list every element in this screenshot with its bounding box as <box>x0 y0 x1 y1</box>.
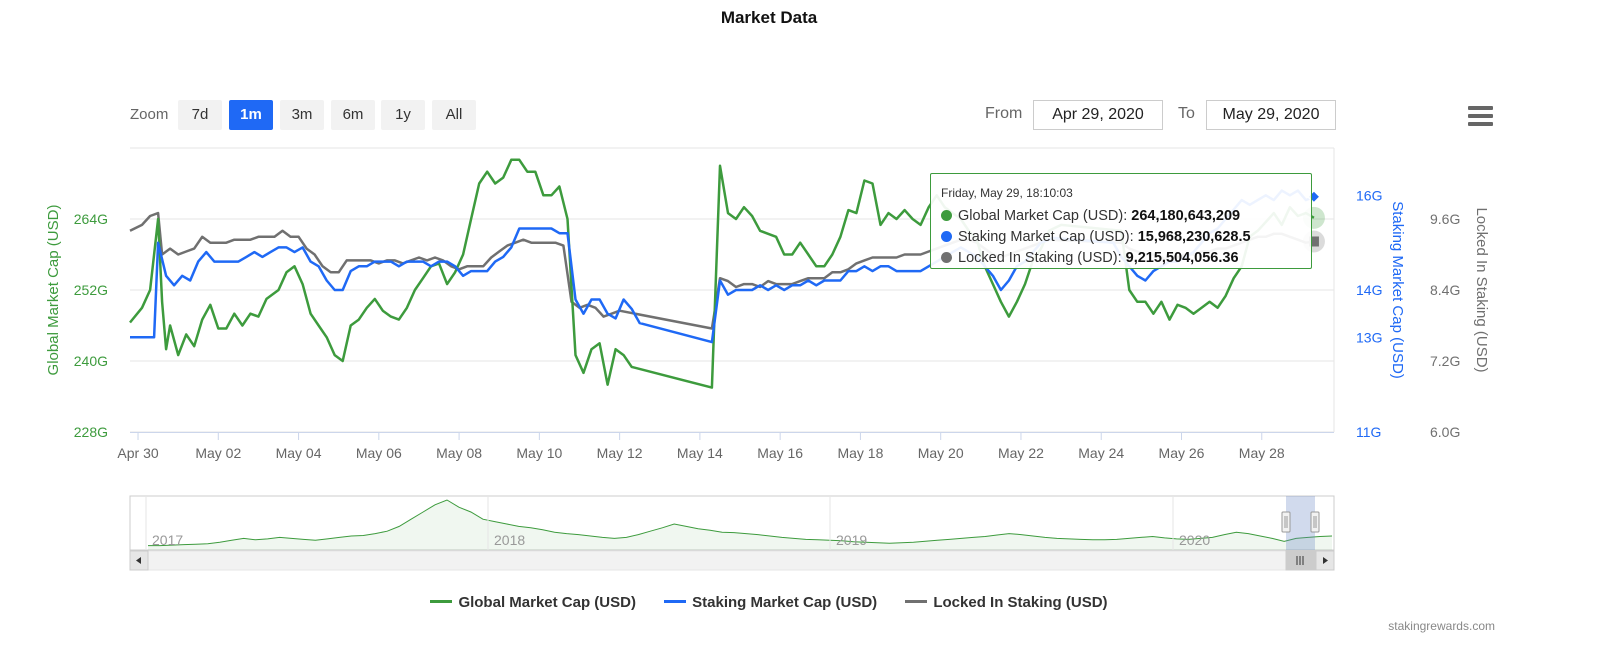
navigator-handle[interactable] <box>1281 511 1291 533</box>
navigator-line <box>148 499 1333 547</box>
x-tick-label: May 14 <box>677 445 723 461</box>
zoom-label: Zoom <box>130 106 169 123</box>
zoom-7d-button[interactable]: 7d <box>178 100 222 130</box>
green-dot-icon <box>941 210 952 221</box>
scroll-left-arrow-icon <box>136 557 141 564</box>
navigator-handle[interactable] <box>1310 511 1320 533</box>
navigator-selection <box>1286 496 1315 550</box>
y-right-staking-tick-label: 14G <box>1356 282 1382 298</box>
credit-link[interactable]: stakingrewards.com <box>1388 619 1495 633</box>
navigator-area <box>148 500 1332 550</box>
blue-dot-icon <box>941 231 952 242</box>
x-tick-label: May 28 <box>1239 445 1285 461</box>
hamburger-menu-icon[interactable] <box>1468 106 1493 126</box>
navigator-year-label: 2017 <box>152 532 183 548</box>
navigator-year-label: 2018 <box>494 532 525 548</box>
y-right-staking-axis-title: Staking Market Cap (USD) <box>1389 201 1406 379</box>
legend-label-locked: Locked In Staking (USD) <box>933 594 1108 611</box>
chart-title: Market Data <box>720 8 818 27</box>
to-label: To <box>1178 105 1195 122</box>
y-right-locked-tick-label: 6.0G <box>1430 424 1460 440</box>
y-right-locked-axis-title: Locked In Staking (USD) <box>1473 207 1490 372</box>
tooltip-row-locked: Locked In Staking (USD): 9,215,504,056.3… <box>941 248 1301 269</box>
tooltip-label-locked: Locked In Staking (USD) <box>958 250 1118 266</box>
y-right-staking-tick-label: 11G <box>1356 424 1381 440</box>
x-tick-label: Apr 30 <box>117 445 158 461</box>
navigator-year-label: 2020 <box>1179 532 1210 548</box>
x-tick-label: May 02 <box>195 445 241 461</box>
x-tick-label: May 06 <box>356 445 402 461</box>
y-right-staking-tick-label: 16G <box>1356 187 1382 203</box>
series-line-staking <box>130 189 1315 344</box>
zoom-1y-button[interactable]: 1y <box>381 100 425 130</box>
series-line-global <box>129 158 1315 389</box>
x-tick-label: May 20 <box>918 445 964 461</box>
navigator-year-label: 2019 <box>836 532 867 548</box>
hover-marker-locked <box>1308 236 1319 247</box>
y-right-staking-tick-label: 13G <box>1356 329 1382 345</box>
legend-label-staking: Staking Market Cap (USD) <box>692 594 878 611</box>
y-right-locked-tick-label: 8.4G <box>1430 282 1460 298</box>
x-tick-label: May 16 <box>757 445 803 461</box>
zoom-6m-button[interactable]: 6m <box>331 100 375 130</box>
y-right-locked-tick-label: 9.6G <box>1430 211 1460 227</box>
tooltip-value-global: 264,180,643,209 <box>1131 208 1241 224</box>
legend-label-global: Global Market Cap (USD) <box>458 594 636 611</box>
legend-item-locked[interactable]: Locked In Staking (USD) <box>905 594 1108 611</box>
axes: Apr 30 May 02 May 04 May 06 May 08 May 10 May … <box>45 187 1490 461</box>
scroll-right-arrow-icon <box>1323 557 1328 564</box>
tooltip-value-locked: 9,215,504,056.36 <box>1125 250 1239 266</box>
x-tick-label: May 04 <box>276 445 322 461</box>
y-left-tick-label: 228G <box>74 424 108 440</box>
legend-item-global[interactable]: Global Market Cap (USD) <box>430 594 636 611</box>
legend-item-staking[interactable]: Staking Market Cap (USD) <box>664 594 877 611</box>
tooltip-value-staking: 15,968,230,628.5 <box>1137 229 1251 245</box>
legend-line-global <box>430 600 453 603</box>
gray-dot-icon <box>941 252 952 263</box>
x-tick-label: May 22 <box>998 445 1044 461</box>
legend-line-staking <box>664 600 687 603</box>
zoom-1m-button[interactable]: 1m <box>229 100 273 130</box>
from-date-input[interactable]: Apr 29, 2020 <box>1033 100 1163 130</box>
from-label: From <box>985 105 1023 122</box>
chart-legend: Global Market Cap (USD) Staking Market C… <box>0 594 1538 611</box>
x-tick-label: May 24 <box>1078 445 1124 461</box>
tooltip-date: Friday, May 29, 18:10:03 <box>941 186 1073 200</box>
x-tick-label: May 18 <box>837 445 883 461</box>
y-right-locked-tick-label: 7.2G <box>1430 353 1460 369</box>
scrollbar-track <box>129 550 1335 571</box>
tooltip-row-staking: Staking Market Cap (USD): 15,968,230,628… <box>941 227 1301 248</box>
y-left-tick-label: 252G <box>74 282 108 298</box>
legend-line-locked <box>905 600 928 603</box>
data-tooltip: Friday, May 29, 18:10:03 Global Market C… <box>930 173 1312 269</box>
x-tick-label: May 10 <box>516 445 562 461</box>
tooltip-label-staking: Staking Market Cap (USD) <box>958 229 1130 245</box>
x-tick-label: May 26 <box>1159 445 1205 461</box>
zoom-all-button[interactable]: All <box>432 100 476 130</box>
tooltip-label-global: Global Market Cap (USD) <box>958 208 1124 224</box>
y-left-tick-label: 240G <box>74 353 108 369</box>
to-date-input[interactable]: May 29, 2020 <box>1206 100 1336 130</box>
x-tick-label: May 08 <box>436 445 482 461</box>
x-tick-label: May 12 <box>597 445 643 461</box>
navigator-frame <box>129 495 1335 551</box>
y-left-tick-label: 264G <box>74 211 108 227</box>
navigator: 2017 2018 2019 2020 <box>129 495 1335 571</box>
zoom-3m-button[interactable]: 3m <box>280 100 324 130</box>
tooltip-row-global: Global Market Cap (USD): 264,180,643,209 <box>941 206 1301 227</box>
y-left-axis-title: Global Market Cap (USD) <box>45 205 62 376</box>
